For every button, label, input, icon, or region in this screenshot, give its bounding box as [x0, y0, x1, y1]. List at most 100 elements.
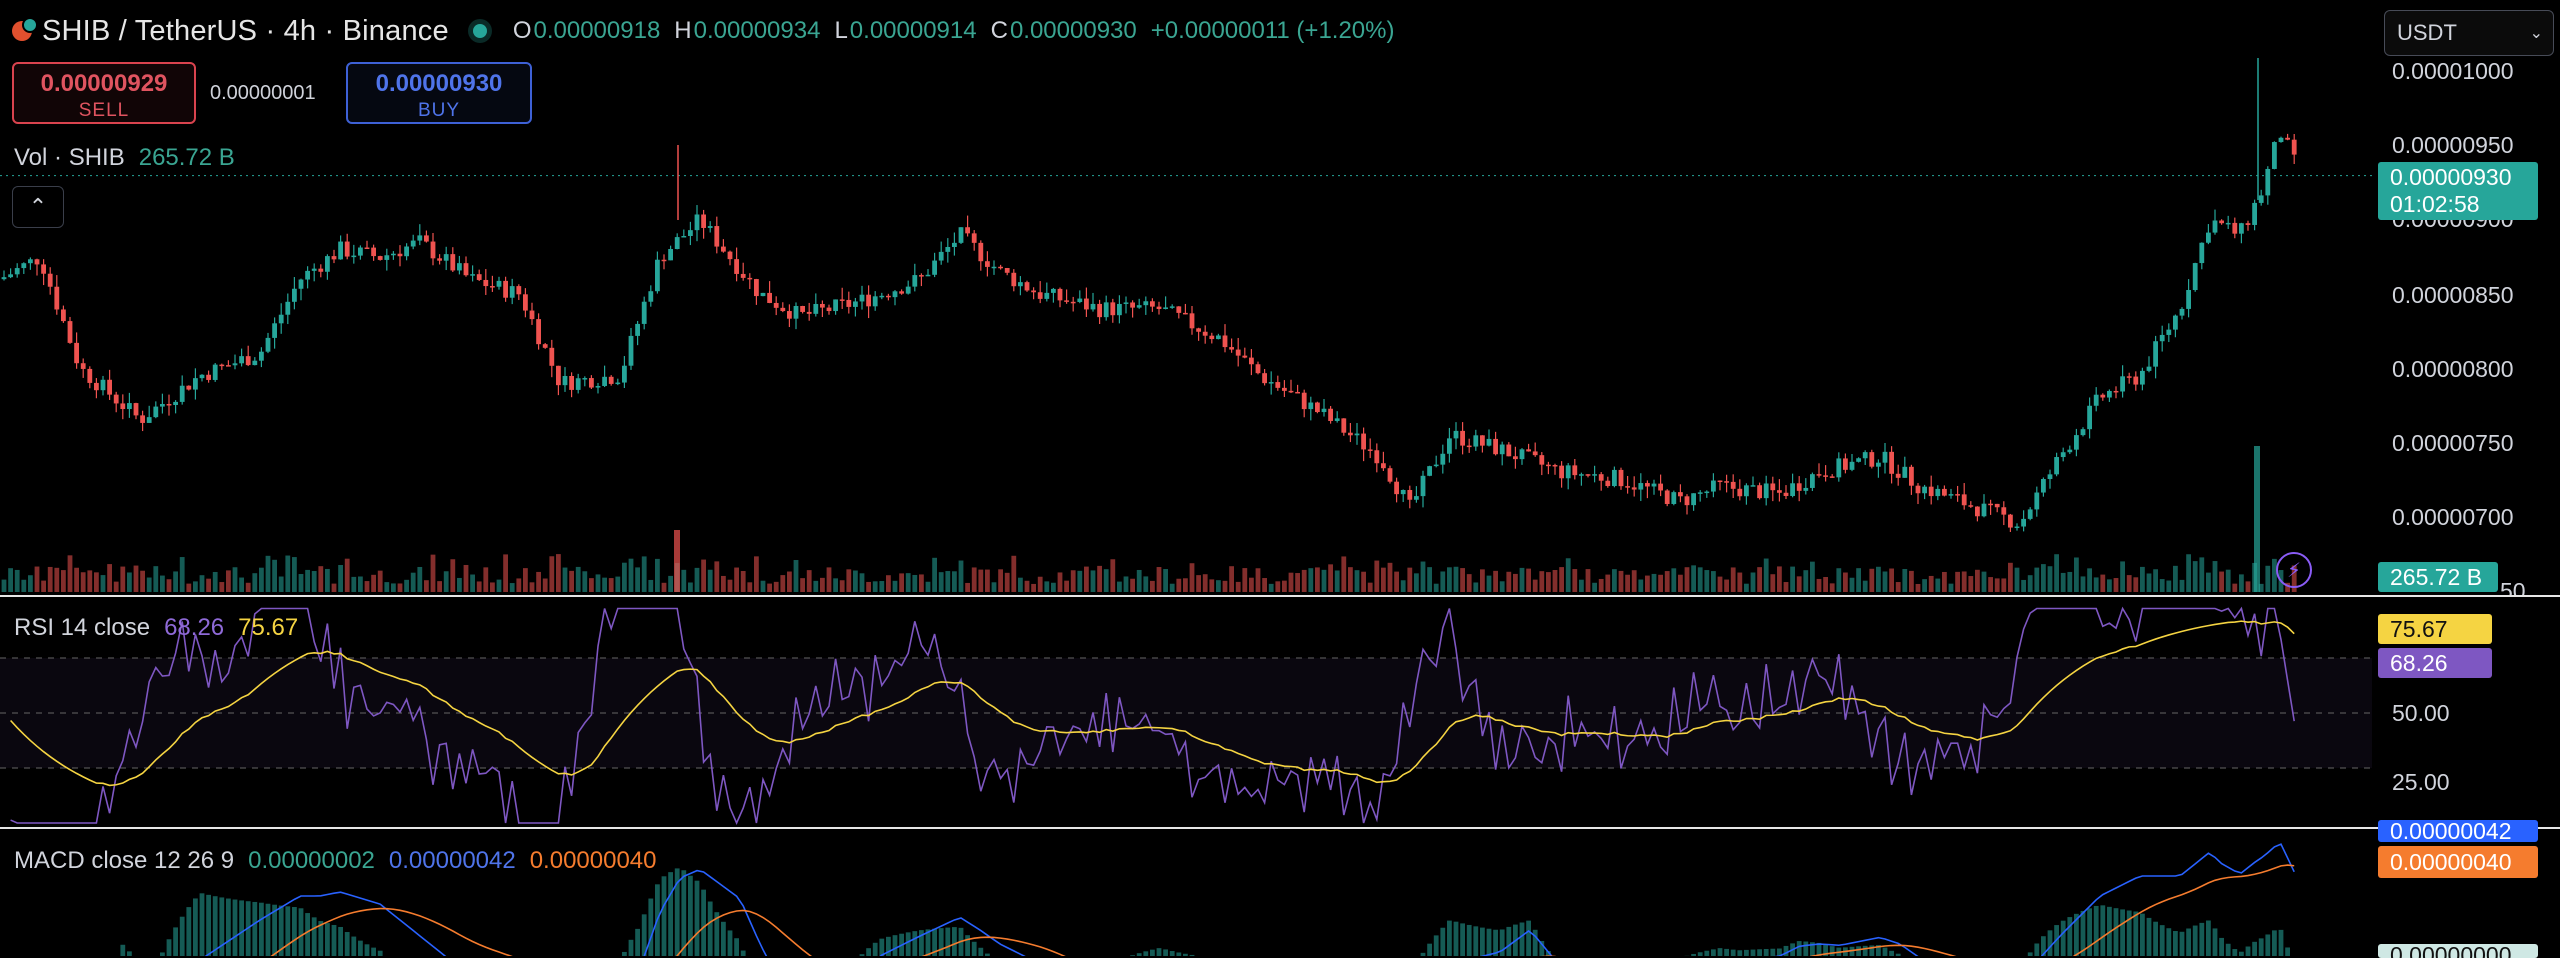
candle-body — [952, 243, 957, 247]
volume-bar — [1295, 573, 1300, 592]
volume-bar — [411, 573, 416, 592]
volume-bar — [437, 581, 442, 592]
candle-body — [233, 363, 238, 365]
volume-bar — [530, 582, 535, 592]
candle-body — [1889, 452, 1894, 474]
macd-label: MACD close 12 26 9 — [14, 847, 234, 874]
volume-bar — [1308, 568, 1313, 592]
volume-bar — [378, 571, 383, 592]
pane-divider[interactable] — [0, 595, 2560, 597]
candle-body — [1883, 452, 1888, 463]
candle-body — [193, 378, 198, 389]
candle-body — [1137, 305, 1142, 307]
lightning-icon[interactable]: ⚡ — [2276, 552, 2312, 588]
candle-body — [1051, 289, 1056, 293]
candle-body — [1427, 466, 1432, 476]
candle-body — [2054, 457, 2059, 474]
volume-bar — [28, 575, 33, 592]
candle-body — [160, 404, 165, 407]
volume-bar — [417, 567, 422, 592]
macd-histogram-bar — [1757, 949, 1762, 956]
volume-bar — [1955, 572, 1960, 592]
candle-body — [365, 248, 370, 250]
macd-histogram-bar — [635, 929, 640, 956]
volume-bar — [1737, 573, 1742, 592]
candle-body — [1190, 313, 1195, 328]
candle-body — [120, 403, 125, 409]
candle-body — [1315, 403, 1320, 413]
macd-histogram-bar — [681, 870, 686, 956]
candle-body — [1322, 409, 1327, 412]
candle-body — [767, 293, 772, 303]
candle-body — [1018, 282, 1023, 286]
candle-body — [1124, 302, 1129, 304]
volume-bar — [820, 578, 825, 592]
candle-body — [1612, 470, 1617, 486]
candle-body — [1751, 485, 1756, 487]
candle-body — [1902, 467, 1907, 478]
candle-body — [200, 375, 205, 378]
candle-body — [926, 275, 931, 277]
candle-body — [1500, 445, 1505, 455]
pane-divider[interactable] — [0, 827, 2560, 829]
candle-body — [1302, 393, 1307, 409]
volume-bar — [1513, 574, 1518, 592]
candle-body — [556, 366, 561, 385]
candle-body — [754, 279, 759, 296]
volume-bar — [1678, 575, 1683, 592]
macd-histogram-bar — [2061, 921, 2066, 956]
volume-bar — [734, 568, 739, 592]
candle-body — [147, 417, 152, 423]
macd-histogram-bar — [266, 904, 271, 956]
volume-bar — [688, 582, 693, 592]
volume-bar — [1539, 571, 1544, 592]
volume-bar — [74, 568, 79, 592]
volume-bar — [206, 579, 211, 592]
volume-bar — [299, 574, 304, 592]
candle-body — [629, 336, 634, 366]
macd-histogram-bar — [965, 935, 970, 956]
macd-histogram-bar — [1143, 951, 1148, 956]
volume-bar — [945, 571, 950, 592]
candle-body — [1830, 476, 1835, 478]
candle-body — [1394, 482, 1399, 494]
candle-body — [846, 300, 851, 307]
candle-body — [1724, 481, 1729, 483]
volume-bar — [1137, 570, 1142, 592]
volume-bar — [1209, 579, 1214, 592]
volume-bar — [622, 563, 627, 592]
candle-body — [1434, 465, 1439, 467]
candle-body — [734, 259, 739, 274]
candle-body — [1209, 336, 1214, 339]
candle-body — [662, 260, 667, 262]
macd-histogram-bar — [173, 927, 178, 956]
macd-histogram-bar — [2199, 923, 2204, 956]
candle-body — [807, 312, 812, 314]
candle-body — [972, 233, 977, 243]
candle-body — [1817, 474, 1822, 476]
candle-body — [2226, 223, 2231, 225]
volume-bar — [906, 573, 911, 592]
chart-canvas[interactable] — [0, 0, 2372, 956]
candle-body — [1942, 489, 1947, 496]
currency-select[interactable]: USDT ⌄ — [2384, 10, 2554, 56]
candle-body — [1454, 431, 1459, 438]
macd-histogram-bar — [2048, 930, 2053, 956]
volume-bar — [1869, 569, 1874, 592]
volume-bar — [952, 571, 957, 592]
macd-histogram-bar — [2067, 917, 2072, 956]
candle-body — [74, 343, 79, 363]
candle-body — [1856, 458, 1861, 462]
volume-bar — [1566, 558, 1571, 592]
volume-bar — [899, 573, 904, 592]
price-axis-label: 0.00000800 — [2392, 356, 2514, 383]
candle-body — [173, 402, 178, 405]
macd-histogram-bar — [1454, 922, 1459, 956]
volume-bar — [107, 564, 112, 592]
macd-value: 0.00000042 — [389, 847, 516, 874]
candle-body — [939, 252, 944, 261]
volume-bar — [1506, 572, 1511, 592]
candle-body — [794, 306, 799, 319]
